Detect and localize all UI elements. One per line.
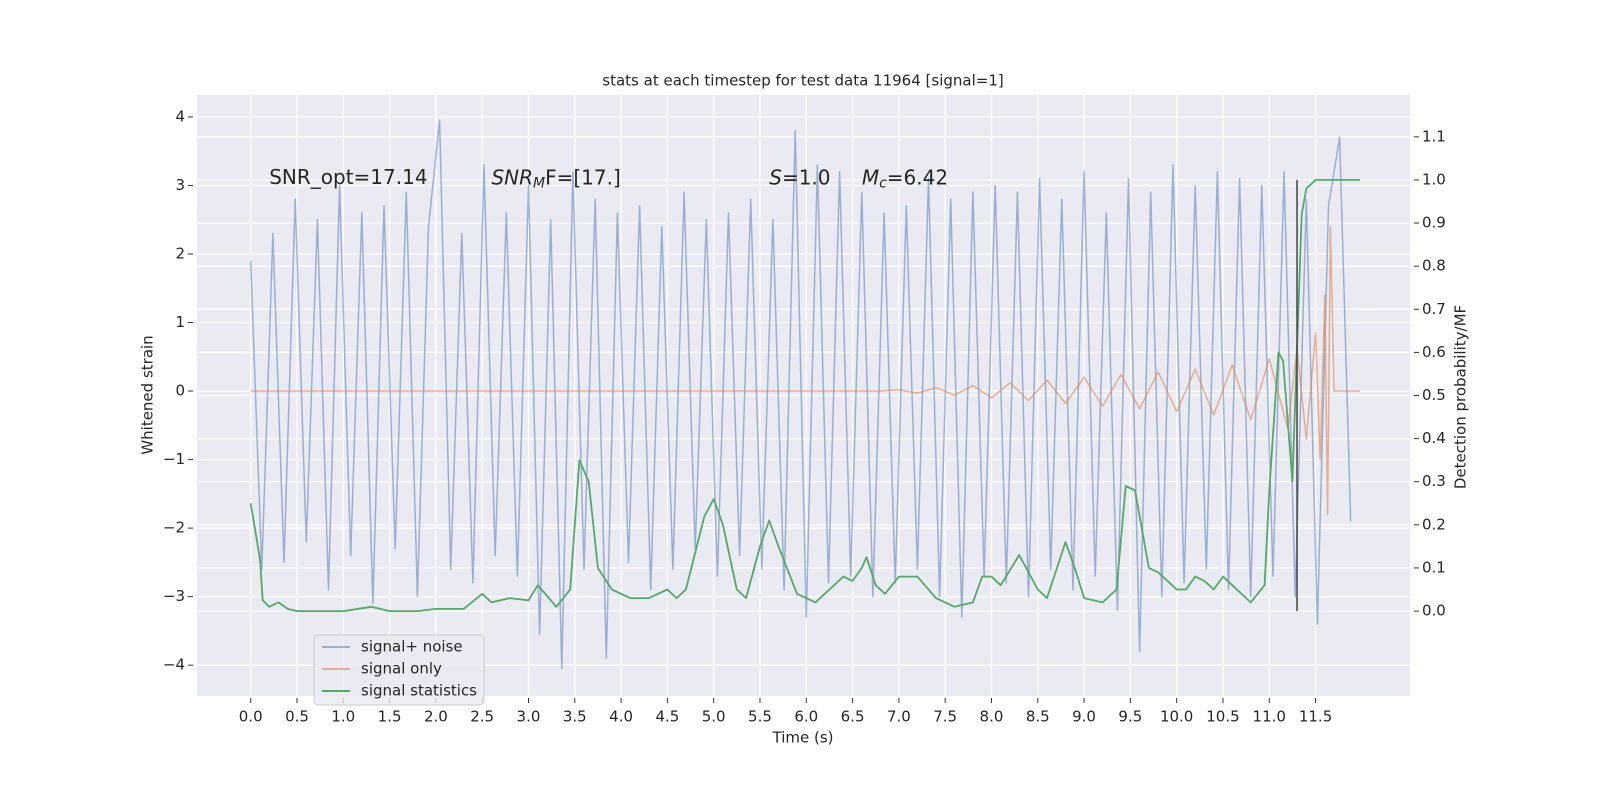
- x-tick-label: 0.5: [285, 708, 309, 726]
- annotation-sub: M: [533, 176, 545, 192]
- annotation-base: SNR: [491, 165, 533, 189]
- annotation-sub: c: [879, 176, 887, 192]
- x-tick-label: 11.5: [1299, 708, 1332, 726]
- x-tick-label: 11.0: [1253, 708, 1286, 726]
- x-tick-label: 10.5: [1206, 708, 1239, 726]
- y-tick-label: −1: [163, 450, 185, 468]
- y2-tick-label: 1.0: [1422, 170, 1446, 188]
- series-line: [250, 225, 1360, 516]
- x-tick-label: 4.0: [609, 708, 633, 726]
- x-tick-label: 6.5: [841, 708, 865, 726]
- y-tick-label: 0: [175, 382, 185, 400]
- legend-box: [313, 634, 485, 706]
- x-tick-label: 10.0: [1160, 708, 1193, 726]
- x-tick-label: 0.0: [239, 708, 263, 726]
- y-tick-label: −4: [163, 656, 185, 674]
- x-tick-label: 1.5: [378, 708, 402, 726]
- annotation-rest: F=[17.]: [545, 165, 621, 189]
- y2-tick-label: 0.1: [1422, 558, 1446, 576]
- annotation-rest: =1.0: [782, 165, 831, 189]
- series-line: [249, 179, 1360, 612]
- y2-tick-label: 0.6: [1422, 343, 1446, 361]
- y2-tick-label: 0.4: [1422, 429, 1446, 447]
- y2-tick-label: 0.2: [1422, 515, 1446, 533]
- legend-label: signal statistics: [361, 682, 477, 700]
- y-tick-label: 2: [175, 244, 185, 262]
- y-tick-label: 1: [175, 313, 185, 331]
- x-tick-label: 9.5: [1118, 708, 1142, 726]
- legend-label: signal only: [361, 660, 442, 678]
- x-tick-label: 1.0: [331, 708, 355, 726]
- y2-tick-label: 0.3: [1422, 472, 1446, 490]
- y2-tick-label: 0.0: [1422, 602, 1446, 620]
- annotation: SNRMF=[17.]: [491, 165, 620, 192]
- y2-tick-label: 0.8: [1422, 257, 1446, 275]
- x-tick-label: 2.5: [470, 708, 494, 726]
- y-tick-label: −2: [163, 519, 185, 537]
- annotation-base: M: [862, 165, 879, 189]
- x-tick-label: 3.0: [517, 708, 541, 726]
- annotation-rest: =6.42: [887, 165, 948, 189]
- x-tick-label: 8.5: [1026, 708, 1050, 726]
- y-axis-label: Whitened strain: [139, 335, 157, 454]
- y2-tick-label: 1.1: [1422, 127, 1446, 145]
- x-tick-label: 5.5: [748, 708, 772, 726]
- chart-title: stats at each timestep for test data 119…: [602, 72, 1003, 90]
- y-tick-label: 3: [175, 176, 185, 194]
- series-line: [249, 119, 1352, 670]
- annotation-base: S: [769, 165, 782, 189]
- legend-label: signal+ noise: [361, 638, 463, 656]
- x-tick-label: 2.0: [424, 708, 448, 726]
- x-tick-label: 8.0: [980, 708, 1004, 726]
- y2-tick-label: 0.7: [1422, 300, 1446, 318]
- annotation: S=1.0: [769, 165, 830, 189]
- annotation: Mc=6.42: [862, 165, 948, 192]
- x-tick-label: 7.5: [933, 708, 957, 726]
- x-tick-label: 3.5: [563, 708, 587, 726]
- annotation: SNR_opt=17.14: [269, 165, 427, 189]
- x-axis-label: Time (s): [772, 729, 834, 747]
- x-tick-label: 5.0: [702, 708, 726, 726]
- y2-tick-label: 0.9: [1422, 214, 1446, 232]
- y-tick-label: 4: [175, 107, 185, 125]
- y2-tick-label: 0.5: [1422, 386, 1446, 404]
- x-tick-label: 4.5: [655, 708, 679, 726]
- x-tick-label: 6.0: [794, 708, 818, 726]
- y2-axis-label: Detection probability/MF: [1452, 305, 1470, 489]
- x-tick-label: 9.0: [1072, 708, 1096, 726]
- x-tick-label: 7.0: [887, 708, 911, 726]
- y-tick-label: −3: [163, 587, 185, 605]
